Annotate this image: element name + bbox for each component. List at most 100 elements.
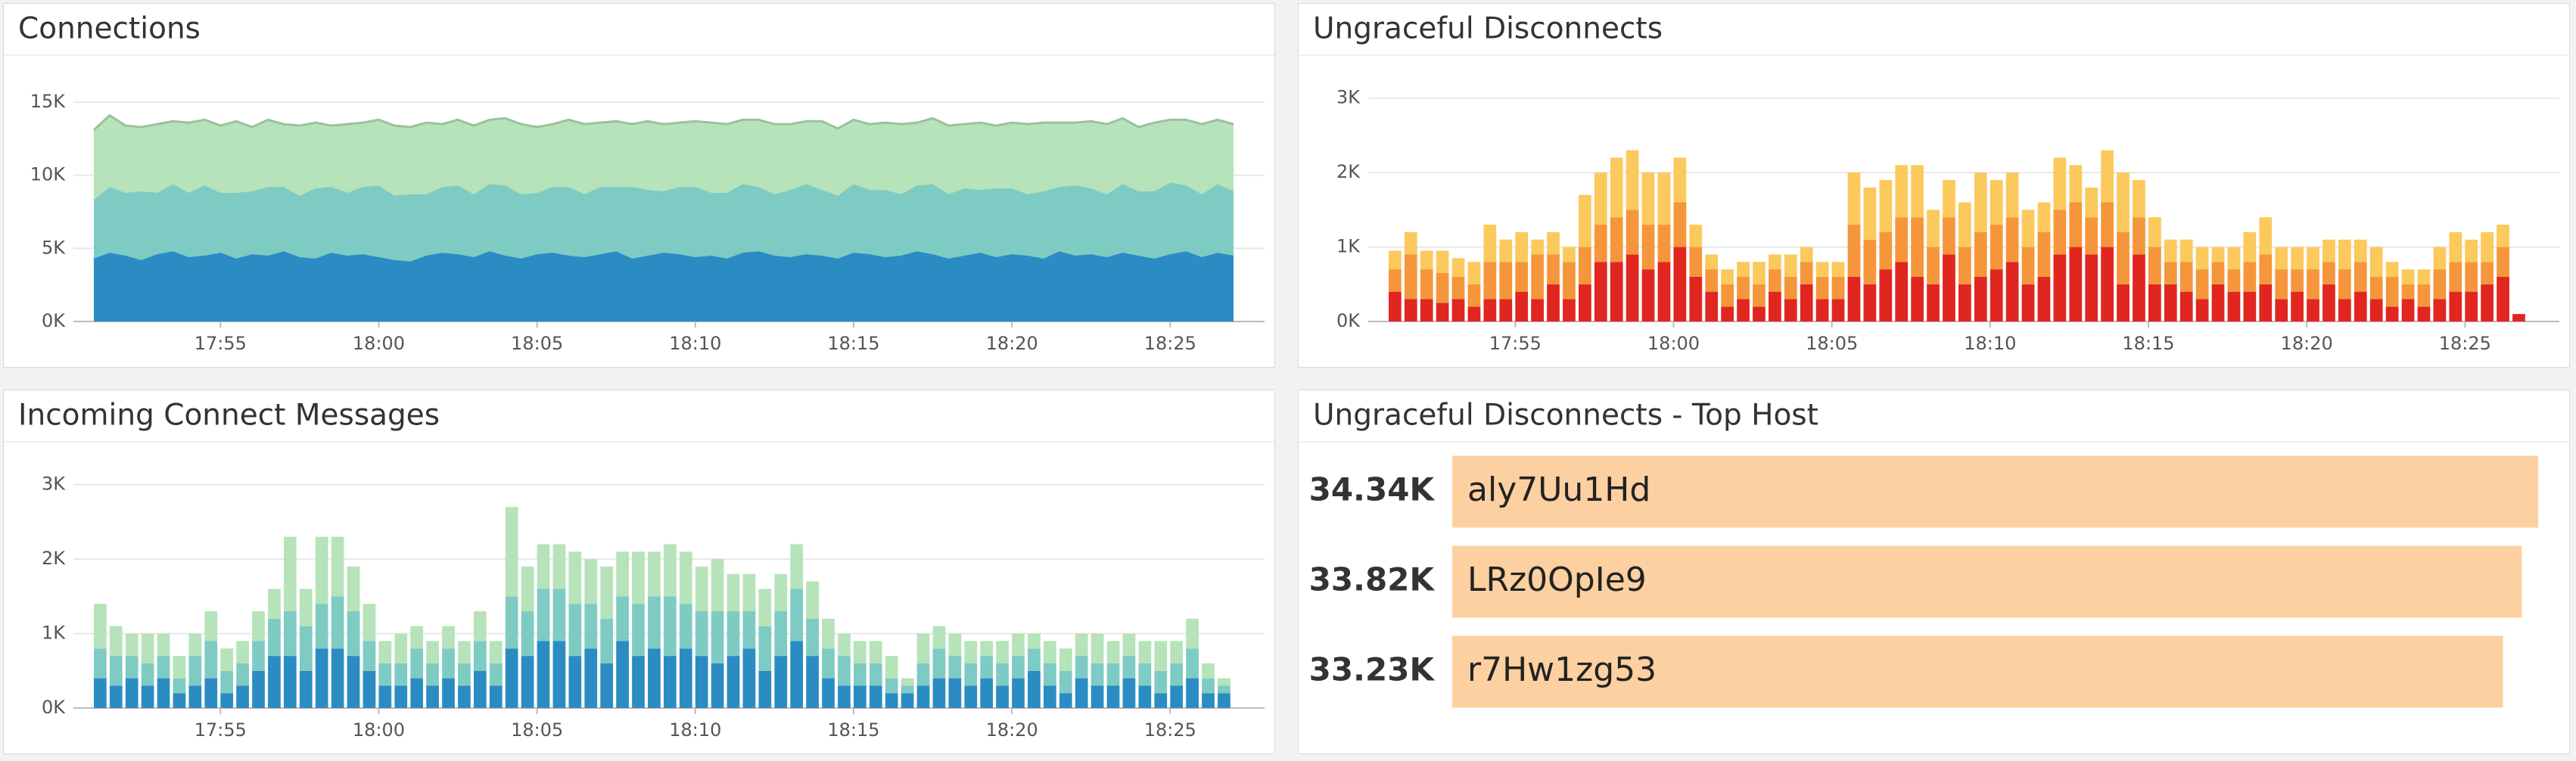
bar-segment: [1059, 648, 1072, 671]
bar-segment: [632, 551, 645, 604]
bar-segment: [2401, 299, 2415, 321]
panel-border: [1298, 390, 2570, 754]
bar-segment: [2385, 276, 2399, 307]
bar-segment: [2481, 284, 2494, 321]
bar-segment: [315, 604, 328, 649]
bar-segment: [1689, 225, 1703, 247]
bar-segment: [2291, 247, 2304, 270]
bar-segment: [664, 656, 677, 708]
bar-segment: [1673, 247, 1687, 321]
bar-segment: [1958, 284, 1971, 321]
bar-segment: [426, 663, 439, 686]
bar: [1452, 545, 2522, 618]
bar-segment: [1404, 299, 1417, 321]
bar-segment: [695, 656, 708, 708]
bar-segment: [584, 648, 598, 708]
bar-segment: [790, 641, 804, 708]
value-label: 33.23K: [1309, 651, 1436, 688]
bar-segment: [1657, 225, 1671, 262]
bar-segment: [2227, 269, 2241, 292]
bar-segment: [2117, 231, 2130, 284]
chart: Connections 0K 5K 10K 15K 17:55 18:00 18:05 18:…: [3, 3, 1275, 368]
bar-segment: [474, 641, 487, 671]
bar-segment: [1863, 187, 1877, 240]
bar-segment: [1483, 225, 1497, 262]
bar-segment: [869, 663, 882, 686]
bar-segment: [125, 633, 138, 657]
bar-segment: [442, 678, 455, 708]
bar-segment: [109, 656, 123, 686]
bar-segment: [220, 693, 234, 708]
bar-segment: [2117, 284, 2130, 321]
bar-segment: [1122, 678, 1136, 708]
bar-segment: [1990, 225, 2003, 270]
bar-segment: [2259, 217, 2273, 255]
bar-segment: [1895, 165, 1909, 218]
bar-segment: [1657, 172, 1671, 225]
bar-segment: [1784, 276, 1797, 300]
bar-segment: [932, 626, 946, 649]
bar-segment: [2101, 150, 2114, 203]
bar-segment: [94, 678, 107, 708]
widget: Ungraceful Disconnects - Top Host 34.34K…: [1298, 390, 2570, 754]
bar-segment: [173, 693, 186, 708]
bar-segment: [1626, 254, 1639, 321]
bar-segment: [885, 678, 898, 694]
bar-segment: [695, 611, 708, 657]
bar-segment: [2401, 269, 2415, 284]
bar-segment: [1451, 258, 1465, 277]
bar-segment: [885, 656, 898, 679]
bar-segment: [1721, 269, 1734, 284]
bar-segment: [1467, 284, 1481, 307]
bar-segment: [1641, 225, 1655, 270]
bar-segment: [2243, 262, 2257, 292]
x-tick-label: 18:15: [827, 333, 879, 354]
bar-segment: [1831, 299, 1845, 321]
bar-segment: [2307, 247, 2319, 270]
bar-segment: [2322, 284, 2335, 321]
bar-segment: [2148, 284, 2161, 321]
bar-segment: [378, 685, 392, 708]
bar-segment: [141, 633, 154, 663]
bar-segment: [1657, 262, 1671, 321]
bar-segment: [2179, 291, 2193, 321]
bar-segment: [1815, 299, 1829, 321]
bar-segment: [790, 544, 804, 589]
bar-segment: [394, 633, 408, 663]
bar-segment: [1815, 262, 1829, 277]
bar-segment: [94, 648, 107, 679]
x-tick-label: 18:20: [986, 719, 1038, 741]
bar-segment: [2385, 262, 2399, 277]
bar-segment: [726, 573, 740, 612]
bar-segment: [2338, 299, 2351, 321]
bar-segment: [1927, 210, 1940, 247]
bar-segment: [1531, 299, 1544, 321]
bar-segment: [2195, 299, 2209, 321]
bar-segment: [901, 693, 914, 708]
bar-segment: [2085, 187, 2098, 218]
bar-segment: [2417, 284, 2431, 307]
chart: Incoming Connect Messages 0K 1K 2K 3K 17:55 1…: [3, 390, 1275, 754]
bar-segment: [1515, 291, 1529, 321]
bar-segment: [426, 685, 439, 708]
bar-segment: [1879, 179, 1893, 232]
bar-segment: [648, 551, 661, 597]
bar-segment: [1911, 217, 1924, 277]
x-tick-label: 18:20: [986, 333, 1038, 354]
bar-segment: [2021, 247, 2035, 284]
bar-segment: [236, 685, 249, 708]
bar-segment: [1974, 276, 1987, 321]
bar-segment: [1943, 179, 1955, 218]
bar-segment: [1610, 157, 1623, 218]
bar-segment: [2354, 262, 2367, 292]
x-tick-label: 17:55: [194, 719, 247, 741]
x-tick-label: 18:05: [511, 719, 563, 741]
bar-segment: [505, 596, 518, 649]
x-tick-label: 18:20: [2281, 333, 2333, 354]
bar-segment: [220, 670, 234, 694]
bar-segment: [2053, 254, 2067, 321]
bar-segment: [378, 663, 392, 686]
bar-segment: [204, 678, 218, 708]
bar-segment: [1436, 250, 1449, 274]
bar-segment: [774, 611, 788, 657]
